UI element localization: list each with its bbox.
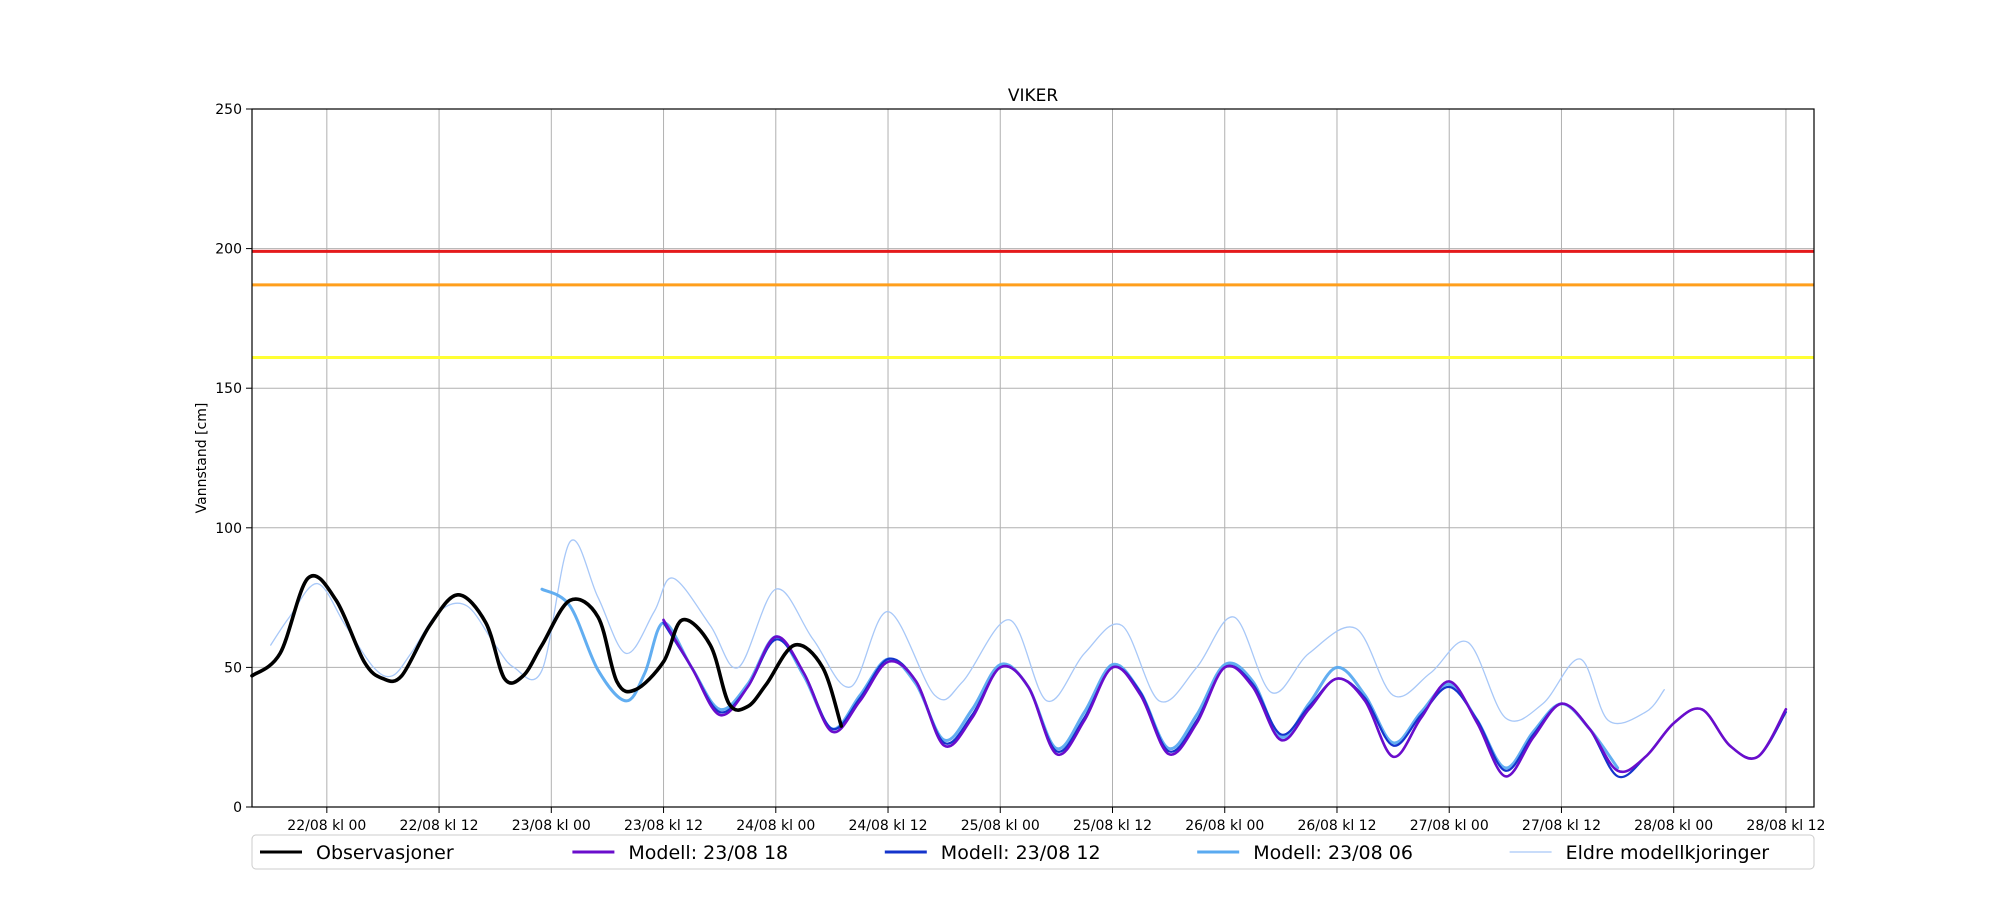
x-tick-label: 25/08 kl 00 [961, 818, 1040, 834]
legend-label: Modell: 23/08 18 [628, 842, 788, 864]
y-tick-label: 150 [215, 381, 242, 397]
x-tick-label: 27/08 kl 00 [1410, 818, 1489, 834]
chart-title: VIKER [1008, 86, 1059, 106]
y-tick-label: 250 [215, 102, 242, 118]
y-tick-label: 0 [233, 800, 242, 816]
series-line [250, 574, 844, 728]
grid [252, 109, 1814, 807]
y-axis-label: Vannstand [cm] [194, 403, 210, 514]
x-tick-label: 28/08 kl 12 [1746, 818, 1825, 834]
x-tick-label: 26/08 kl 12 [1297, 818, 1376, 834]
x-tick-label: 23/08 kl 00 [512, 818, 591, 834]
x-tick-label: 25/08 kl 12 [1073, 818, 1152, 834]
legend-label: Eldre modellkjoringer [1566, 842, 1770, 864]
x-tick-label: 22/08 kl 00 [287, 818, 366, 834]
y-tick-label: 50 [224, 660, 242, 676]
x-tick-label: 24/08 kl 12 [848, 818, 927, 834]
x-tick-label: 22/08 kl 12 [400, 818, 479, 834]
x-tick-label: 27/08 kl 12 [1522, 818, 1601, 834]
legend-label: Modell: 23/08 12 [941, 842, 1101, 864]
y-tick-label: 200 [215, 242, 242, 258]
series-line [270, 539, 1665, 725]
x-tick-label: 28/08 kl 00 [1634, 818, 1713, 834]
series-line [662, 618, 1788, 778]
y-tick-label: 100 [215, 521, 242, 537]
axis-ticks: 22/08 kl 00 22/08 kl 12 23/08 kl 00 23/08 k… [215, 102, 1825, 834]
x-tick-label: 26/08 kl 00 [1185, 818, 1264, 834]
legend: Observasjoner Modell: 23/08 18 Modell: 23/… [251, 834, 1815, 870]
threshold-lines [252, 249, 1814, 359]
legend-box [251, 834, 1815, 870]
x-tick-label: 24/08 kl 00 [736, 818, 815, 834]
series-lines [250, 539, 1788, 779]
legend-label: Modell: 23/08 06 [1253, 842, 1413, 864]
plot-frame [251, 108, 1815, 808]
legend-label: Observasjoner [316, 842, 454, 864]
x-tick-label: 23/08 kl 12 [624, 818, 703, 834]
